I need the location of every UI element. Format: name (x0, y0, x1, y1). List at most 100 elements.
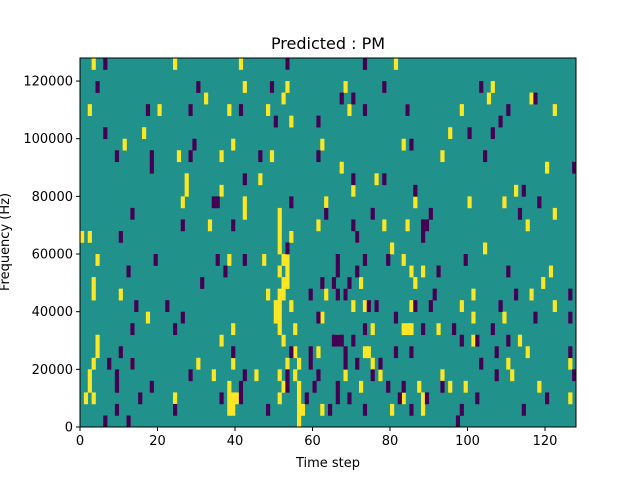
heatmap-cell-high (529, 92, 534, 105)
heatmap-cell-high (417, 380, 422, 393)
heatmap-cell-high (370, 323, 375, 336)
heatmap-cell-high (401, 323, 406, 336)
heatmap-cell-low (273, 115, 278, 128)
heatmap-cell-low (362, 403, 368, 416)
heatmap-cell-high (235, 392, 240, 405)
heatmap-cell-high (173, 58, 178, 70)
heatmap-cell-low (494, 369, 499, 382)
heatmap-cell-high (362, 346, 368, 359)
heatmap-cell-high (297, 403, 302, 416)
heatmap-cell-low (285, 242, 290, 255)
heatmap-cell-low (289, 196, 294, 209)
heatmap-cell-high (409, 323, 414, 336)
heatmap-cell-high (176, 150, 182, 163)
heatmap-cell-high (459, 104, 464, 116)
heatmap-cell-low (568, 346, 573, 359)
heatmap-cell-low (328, 403, 333, 416)
heatmap-cell-low (386, 380, 391, 393)
heatmap-cell-low (421, 323, 426, 336)
heatmap-cell-high (83, 392, 89, 405)
heatmap-cell-high (269, 150, 275, 163)
heatmap-cell-high (490, 81, 495, 93)
heatmap-cell-high (525, 219, 530, 232)
heatmap-cell-low (452, 323, 457, 336)
heatmap-cell-low (355, 265, 360, 278)
heatmap-cells (80, 58, 577, 428)
heatmap-cell-high (541, 277, 546, 289)
heatmap-cell-high (242, 207, 247, 220)
heatmap-cell-high (413, 196, 418, 209)
heatmap-cell-low (339, 334, 344, 347)
heatmap-cell-high (285, 81, 290, 93)
heatmap-cell-high (347, 104, 352, 116)
heatmap-cell-low (351, 173, 356, 186)
heatmap-cell-high (510, 369, 515, 382)
heatmap-cell-low (362, 254, 368, 266)
heatmap-cell-high (227, 254, 232, 266)
heatmap-cell-low (490, 127, 495, 140)
heatmap-cell-low (405, 104, 410, 116)
heatmap-cell-low (289, 346, 294, 359)
heatmap-cell-low (374, 300, 379, 312)
heatmap-cell-high (343, 369, 348, 382)
heatmap-cell-high (281, 254, 286, 266)
heatmap-cell-high (87, 104, 92, 116)
heatmap-cell-high (459, 300, 464, 312)
heatmap-cell-low (149, 161, 154, 174)
heatmap-cell-low (355, 230, 360, 243)
heatmap-cell-high (471, 311, 476, 324)
heatmap-cell-low (483, 150, 488, 163)
heatmap-cell-high (277, 392, 282, 405)
y-tick-label: 40000 (32, 305, 73, 320)
heatmap-cell-high (374, 173, 379, 186)
heatmap-cell-low (455, 415, 461, 428)
heatmap-cell-high (219, 184, 224, 197)
heatmap-cell-low (126, 265, 131, 278)
heatmap-cell-high (413, 277, 418, 289)
heatmap-cell-low (335, 254, 340, 266)
heatmap-cell-low (533, 311, 538, 324)
heatmap-cell-high (421, 403, 426, 416)
heatmap-cell-low (95, 81, 100, 93)
heatmap-cell-low (366, 300, 371, 312)
heatmap-cell-low (242, 369, 247, 382)
heatmap-cell-high (91, 288, 96, 301)
heatmap-cell-high (118, 288, 123, 301)
heatmap-cell-low (397, 392, 402, 405)
heatmap-cell-low (192, 138, 197, 151)
heatmap-cell-low (347, 277, 352, 289)
x-tick-label: 100 (455, 434, 480, 449)
heatmap-cell-low (285, 380, 290, 393)
heatmap-cell-high (405, 219, 410, 232)
heatmap-cell-low (238, 104, 244, 116)
x-tick-label: 0 (76, 434, 84, 449)
heatmap-cell-high (273, 300, 278, 312)
heatmap-cell-low (393, 346, 399, 359)
heatmap-cell-low (145, 104, 151, 116)
heatmap-cell-high (91, 58, 96, 70)
heatmap-cell-low (335, 288, 340, 301)
heatmap-cell-high (293, 369, 298, 382)
plot-frame (79, 57, 577, 428)
heatmap-cell-high (227, 104, 232, 116)
heatmap-cell-high (145, 311, 151, 324)
heatmap-cell-high (289, 300, 294, 312)
heatmap-cell-low (231, 346, 236, 359)
heatmap-cell-high (297, 357, 302, 370)
heatmap-cell-low (308, 288, 313, 301)
heatmap-cell-low (331, 277, 337, 289)
heatmap-cell-low (475, 392, 480, 405)
heatmap-cell-low (490, 323, 495, 336)
heatmap-cell-high (405, 323, 410, 336)
heatmap-cell-low (138, 392, 143, 405)
heatmap-cell-high (448, 127, 453, 140)
heatmap-cell-high (293, 323, 298, 336)
heatmap-cell-high (316, 219, 321, 232)
heatmap-cell-high (486, 92, 492, 105)
heatmap-cell-high (258, 173, 263, 186)
heatmap-cell-high (440, 369, 445, 382)
heatmap-cell-low (165, 300, 170, 312)
heatmap-cell-low (316, 369, 321, 382)
heatmap-cell-low (568, 311, 573, 324)
heatmap-cell-high (529, 288, 534, 301)
